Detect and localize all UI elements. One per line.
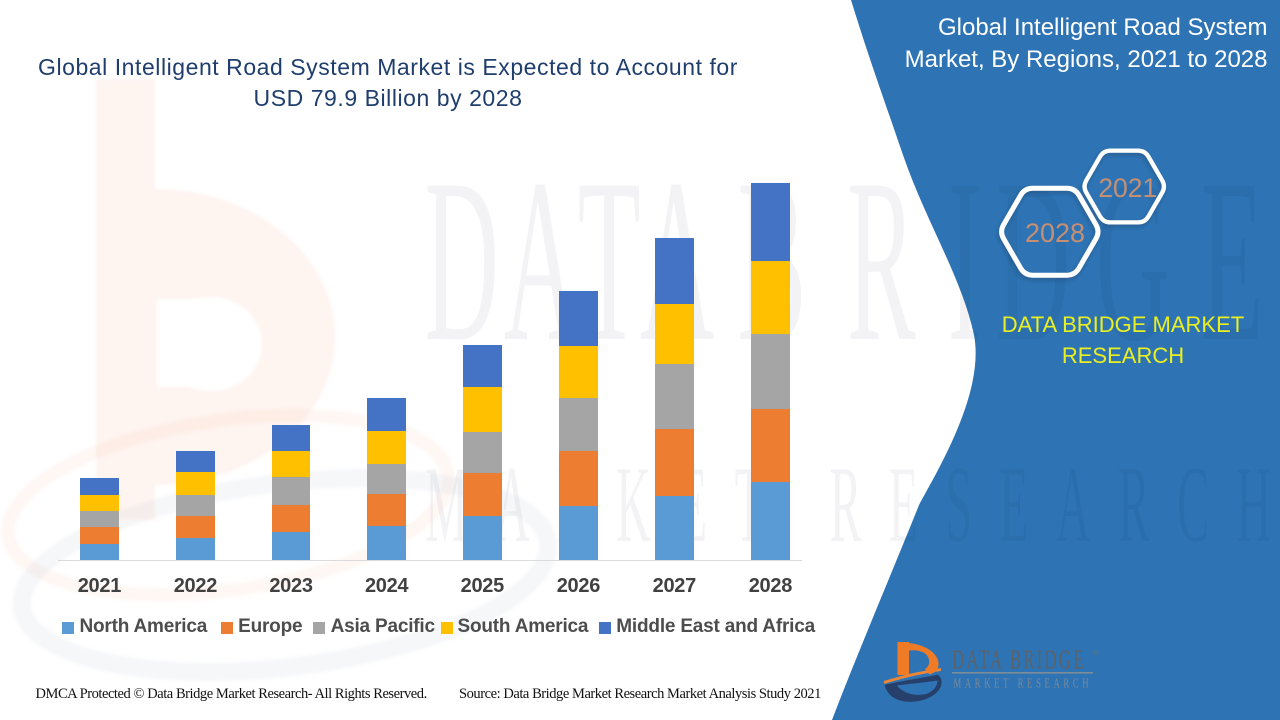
- svg-text:MARKET RESEARCH: MARKET RESEARCH: [954, 675, 1093, 691]
- svg-text:DATA BRIDGE: DATA BRIDGE: [952, 644, 1086, 674]
